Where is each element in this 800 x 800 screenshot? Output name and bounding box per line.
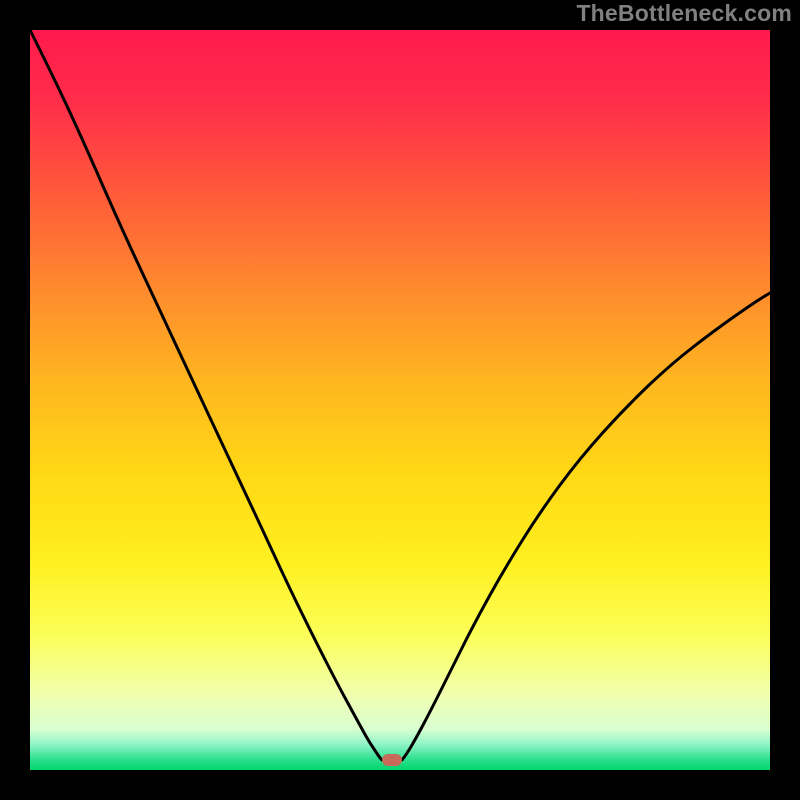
- minimum-marker: [382, 754, 402, 766]
- chart-container: TheBottleneck.com: [0, 0, 800, 800]
- bottleneck-chart: [0, 0, 800, 800]
- plot-background: [30, 30, 770, 770]
- watermark-text: TheBottleneck.com: [576, 0, 792, 27]
